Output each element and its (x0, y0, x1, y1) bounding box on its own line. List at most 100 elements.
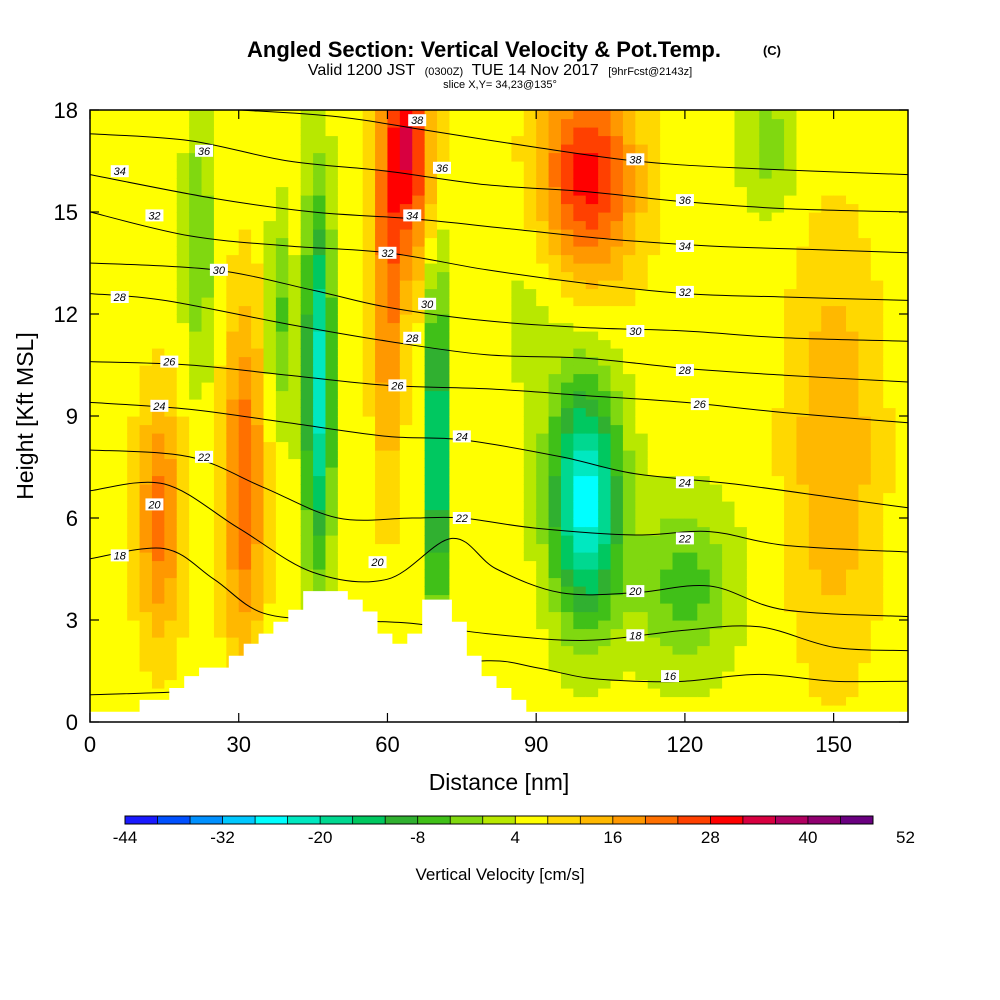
velocity-cell (350, 212, 364, 222)
velocity-cell (697, 314, 711, 324)
velocity-cell (114, 195, 128, 205)
velocity-cell (771, 212, 785, 222)
velocity-cell (647, 688, 661, 698)
velocity-cell (337, 161, 351, 171)
velocity-cell (387, 127, 401, 137)
velocity-cell (598, 560, 612, 570)
velocity-cell (709, 297, 723, 307)
velocity-cell (895, 654, 908, 664)
velocity-cell (833, 450, 847, 460)
velocity-cell (238, 526, 252, 536)
velocity-cell (412, 356, 426, 366)
velocity-cell (213, 441, 227, 451)
velocity-cell (114, 220, 128, 230)
velocity-cell (151, 144, 165, 154)
velocity-cell (449, 569, 463, 579)
velocity-cell (251, 475, 265, 485)
velocity-cell (734, 654, 748, 664)
velocity-cell (709, 620, 723, 630)
velocity-cell (709, 237, 723, 247)
velocity-cell (189, 458, 203, 468)
velocity-cell (821, 203, 835, 213)
velocity-cell (90, 339, 103, 349)
velocity-cell (858, 373, 872, 383)
velocity-cell (164, 509, 178, 519)
velocity-cell (821, 518, 835, 528)
velocity-cell (573, 458, 587, 468)
velocity-cell (437, 416, 451, 426)
velocity-cell (201, 518, 215, 528)
velocity-cell (684, 416, 698, 426)
velocity-cell (213, 127, 227, 137)
velocity-cell (734, 543, 748, 553)
velocity-cell (251, 246, 265, 256)
velocity-cell (449, 526, 463, 536)
velocity-cell (870, 671, 884, 681)
velocity-cell (622, 603, 636, 613)
velocity-cell (511, 458, 525, 468)
velocity-cell (536, 254, 550, 264)
velocity-cell (784, 110, 798, 120)
velocity-cell (213, 373, 227, 383)
velocity-cell (585, 161, 599, 171)
velocity-cell (176, 560, 190, 570)
velocity-cell (734, 169, 748, 179)
velocity-cell (275, 594, 289, 604)
velocity-cell (560, 305, 574, 315)
velocity-cell (300, 365, 314, 375)
velocity-cell (759, 603, 773, 613)
velocity-cell (598, 399, 612, 409)
velocity-cell (164, 152, 178, 162)
velocity-cell (226, 169, 240, 179)
velocity-cell (722, 611, 736, 621)
velocity-cell (300, 501, 314, 511)
velocity-cell (288, 271, 302, 281)
velocity-cell (102, 331, 116, 341)
velocity-cell (684, 679, 698, 689)
velocity-cell (870, 603, 884, 613)
velocity-cell (858, 220, 872, 230)
velocity-cell (176, 671, 190, 681)
velocity-cell (189, 246, 203, 256)
velocity-cell (734, 305, 748, 315)
velocity-cell (870, 552, 884, 562)
velocity-cell (796, 569, 810, 579)
velocity-cell (796, 280, 810, 290)
velocity-cell (585, 688, 599, 698)
velocity-cell (610, 348, 624, 358)
velocity-cell (895, 382, 908, 392)
velocity-cell (598, 603, 612, 613)
velocity-cell (288, 118, 302, 128)
velocity-cell (375, 526, 389, 536)
velocity-cell (709, 365, 723, 375)
velocity-cell (833, 144, 847, 154)
velocity-cell (263, 254, 277, 264)
velocity-cell (213, 399, 227, 409)
velocity-cell (350, 475, 364, 485)
velocity-cell (560, 492, 574, 502)
velocity-cell (127, 373, 141, 383)
velocity-cell (300, 280, 314, 290)
velocity-cell (325, 229, 339, 239)
velocity-cell (722, 254, 736, 264)
velocity-cell (610, 339, 624, 349)
velocity-cell (337, 458, 351, 468)
velocity-cell (560, 501, 574, 511)
velocity-cell (684, 322, 698, 332)
velocity-cell (461, 356, 475, 366)
velocity-cell (846, 509, 860, 519)
velocity-cell (226, 263, 240, 273)
velocity-cell (449, 118, 463, 128)
velocity-cell (176, 611, 190, 621)
velocity-cell (114, 263, 128, 273)
velocity-cell (499, 399, 512, 409)
velocity-cell (585, 628, 599, 638)
velocity-cell (746, 569, 760, 579)
velocity-cell (771, 399, 785, 409)
velocity-cell (858, 569, 872, 579)
velocity-cell (375, 594, 389, 604)
velocity-cell (275, 518, 289, 528)
velocity-cell (486, 399, 500, 409)
velocity-cell (263, 297, 277, 307)
contour-label: 16 (664, 671, 677, 683)
